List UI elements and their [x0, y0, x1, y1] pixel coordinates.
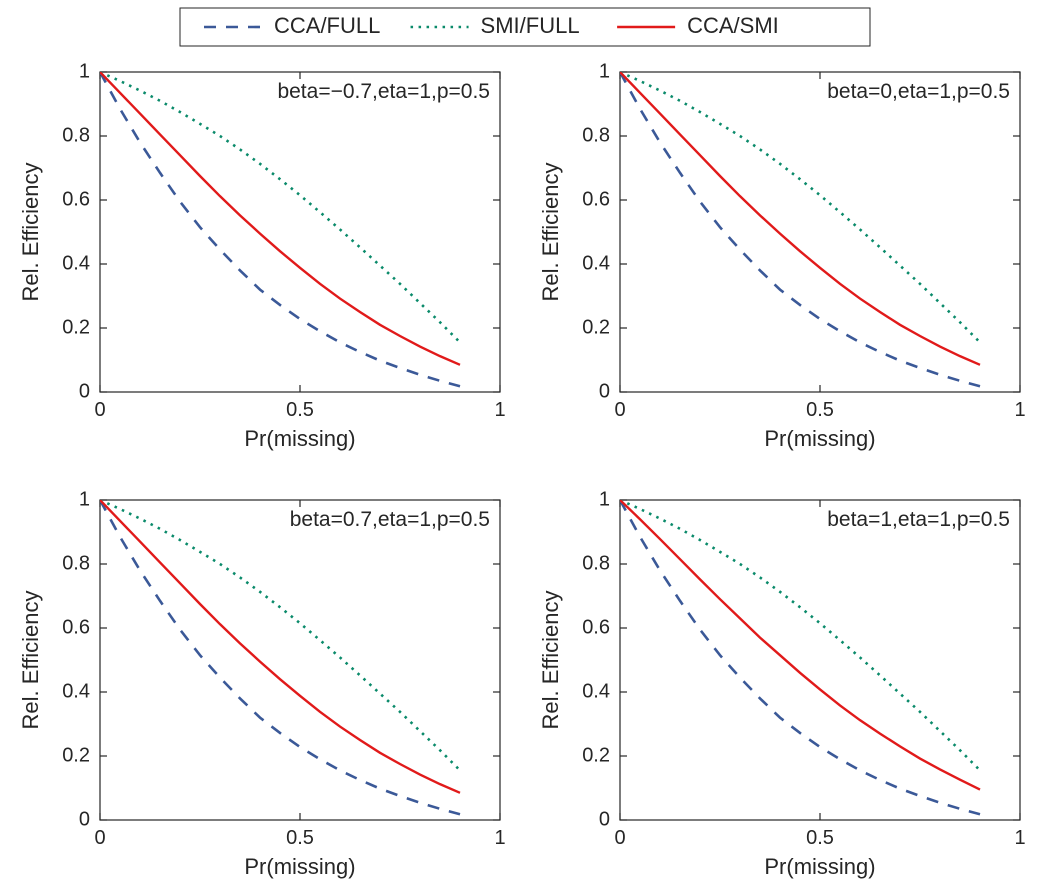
legend-label: CCA/SMI: [687, 13, 779, 38]
panel-title: beta=0,eta=1,p=0.5: [827, 80, 1010, 103]
ytick-label: 1: [79, 488, 90, 510]
xtick-label: 0.5: [286, 399, 314, 421]
ytick-label: 0.8: [62, 124, 90, 146]
ytick-label: 0: [599, 380, 610, 402]
ytick-label: 0.2: [62, 744, 90, 766]
ytick-label: 0.6: [62, 616, 90, 638]
xtick-label: 0: [94, 827, 105, 849]
figure-svg: CCA/FULL SMI/FULL CCA/SMI 0 0.5 1 0 0.2 0.4 0.6 0.…: [0, 0, 1050, 888]
panel-title: beta=−0.7,eta=1,p=0.5: [277, 80, 490, 103]
xtick-label: 1: [1014, 827, 1025, 849]
panel-title: beta=0.7,eta=1,p=0.5: [290, 508, 490, 531]
xtick-label: 1: [494, 399, 505, 421]
ytick-label: 0.8: [582, 124, 610, 146]
legend-label: SMI/FULL: [481, 13, 580, 38]
legend: CCA/FULL SMI/FULL CCA/SMI: [180, 8, 870, 46]
ytick-label: 0: [79, 380, 90, 402]
ytick-label: 0.4: [62, 252, 90, 274]
xtick-label: 0: [614, 399, 625, 421]
ytick-label: 1: [599, 488, 610, 510]
ytick-label: 0.2: [582, 316, 610, 338]
xtick-label: 0.5: [806, 399, 834, 421]
xtick-label: 0: [94, 399, 105, 421]
xtick-label: 0: [614, 827, 625, 849]
ytick-label: 0: [79, 808, 90, 830]
xtick-label: 1: [1014, 399, 1025, 421]
ytick-label: 0: [599, 808, 610, 830]
ylabel: Rel. Efficiency: [538, 591, 563, 730]
ytick-label: 0.8: [582, 552, 610, 574]
ytick-label: 1: [79, 60, 90, 82]
ytick-label: 0.6: [62, 188, 90, 210]
ytick-label: 0.6: [582, 616, 610, 638]
panel-title: beta=1,eta=1,p=0.5: [827, 508, 1010, 531]
xtick-label: 0.5: [286, 827, 314, 849]
xlabel: Pr(missing): [244, 426, 355, 451]
ylabel: Rel. Efficiency: [18, 591, 43, 730]
ytick-label: 0.8: [62, 552, 90, 574]
figure-root: CCA/FULL SMI/FULL CCA/SMI 0 0.5 1 0 0.2 0.4 0.6 0.…: [0, 0, 1050, 888]
xlabel: Pr(missing): [764, 854, 875, 879]
ytick-label: 1: [599, 60, 610, 82]
xlabel: Pr(missing): [764, 426, 875, 451]
ytick-label: 0.4: [582, 680, 610, 702]
ylabel: Rel. Efficiency: [18, 163, 43, 302]
ytick-label: 0.6: [582, 188, 610, 210]
ytick-label: 0.2: [582, 744, 610, 766]
xtick-label: 0.5: [806, 827, 834, 849]
ytick-label: 0.4: [62, 680, 90, 702]
legend-label: CCA/FULL: [274, 13, 380, 38]
xlabel: Pr(missing): [244, 854, 355, 879]
xtick-label: 1: [494, 827, 505, 849]
ytick-label: 0.2: [62, 316, 90, 338]
ytick-label: 0.4: [582, 252, 610, 274]
ylabel: Rel. Efficiency: [538, 163, 563, 302]
